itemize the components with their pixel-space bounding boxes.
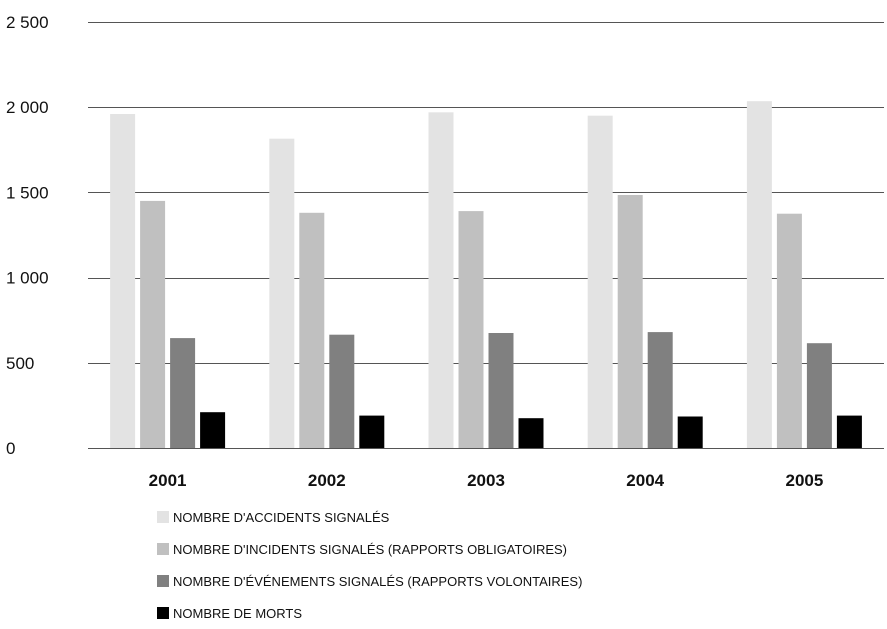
legend-label: NOMBRE D'ÉVÉNEMENTS SIGNALÉS (RAPPORTS V… bbox=[173, 573, 583, 589]
legend-swatch bbox=[157, 575, 169, 587]
y-axis-ticks: 0 500 1 000 1 500 2 000 2 500 bbox=[6, 13, 49, 458]
y-tick-label: 500 bbox=[6, 354, 34, 373]
bar bbox=[617, 195, 643, 448]
bars bbox=[110, 101, 862, 449]
legend-swatch bbox=[157, 543, 169, 555]
bar bbox=[140, 200, 166, 448]
bar bbox=[170, 338, 196, 448]
bar bbox=[488, 333, 514, 448]
bar bbox=[587, 115, 613, 448]
x-tick-label: 2004 bbox=[626, 471, 664, 490]
y-tick-label: 1 000 bbox=[6, 269, 49, 288]
y-tick-label: 2 000 bbox=[6, 98, 49, 117]
y-tick-label: 1 500 bbox=[6, 183, 49, 202]
bar bbox=[110, 114, 136, 448]
legend-item-incidents: NOMBRE D'INCIDENTS SIGNALÉS (RAPPORTS OB… bbox=[157, 533, 582, 565]
legend-swatch bbox=[157, 607, 169, 619]
bar bbox=[428, 112, 454, 449]
bar bbox=[458, 211, 484, 448]
gridlines bbox=[88, 22, 884, 449]
x-axis-ticks: 2001 2002 2003 2004 2005 bbox=[149, 471, 824, 490]
legend-label: NOMBRE D'ACCIDENTS SIGNALÉS bbox=[173, 509, 390, 525]
x-tick-label: 2002 bbox=[308, 471, 346, 490]
x-tick-label: 2003 bbox=[467, 471, 505, 490]
bar bbox=[299, 212, 325, 448]
legend-label: NOMBRE DE MORTS bbox=[173, 605, 303, 621]
y-tick-label: 0 bbox=[6, 439, 15, 458]
x-tick-label: 2001 bbox=[149, 471, 187, 490]
bar bbox=[269, 138, 295, 448]
bar bbox=[746, 101, 772, 448]
legend-label: NOMBRE D'INCIDENTS SIGNALÉS (RAPPORTS OB… bbox=[173, 541, 567, 557]
bar bbox=[836, 415, 862, 448]
bar bbox=[776, 213, 802, 448]
legend-item-evenements: NOMBRE D'ÉVÉNEMENTS SIGNALÉS (RAPPORTS V… bbox=[157, 565, 582, 597]
legend-item-accidents: NOMBRE D'ACCIDENTS SIGNALÉS bbox=[157, 501, 582, 533]
y-tick-label: 2 500 bbox=[6, 13, 49, 32]
bar bbox=[359, 415, 385, 448]
bar bbox=[329, 334, 355, 448]
legend-item-morts: NOMBRE DE MORTS bbox=[157, 597, 582, 629]
x-tick-label: 2005 bbox=[785, 471, 823, 490]
legend-swatch bbox=[157, 511, 169, 523]
bar bbox=[647, 332, 673, 448]
bar bbox=[518, 418, 544, 448]
bar bbox=[806, 343, 832, 448]
bar bbox=[677, 416, 703, 448]
bar bbox=[200, 412, 226, 448]
legend: NOMBRE D'ACCIDENTS SIGNALÉS NOMBRE D'INC… bbox=[157, 501, 582, 629]
